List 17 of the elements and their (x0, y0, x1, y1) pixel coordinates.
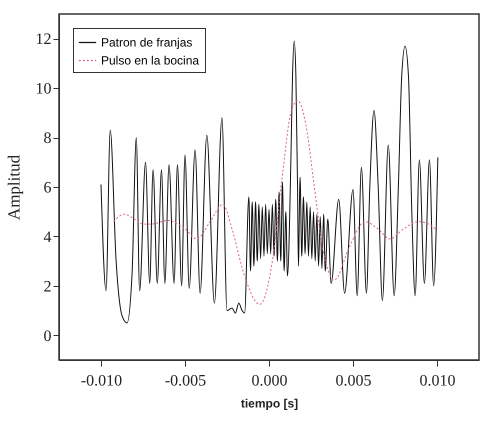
x-axis-title: tiempo [s] (240, 396, 298, 410)
legend-label: Patron de franjas (101, 36, 192, 50)
y-tick-label: 10 (36, 80, 52, 98)
x-tick-label: -0.010 (80, 372, 122, 390)
x-tick-label: 0.005 (336, 372, 372, 390)
x-tick-label: -0.005 (164, 372, 206, 390)
y-tick-label: 12 (36, 31, 52, 48)
y-tick-label: 4 (44, 228, 52, 246)
x-tick-label: 0.000 (252, 372, 288, 390)
line-series (113, 100, 438, 305)
y-tick-label: 0 (44, 328, 52, 345)
y-tick-label: 6 (44, 180, 52, 196)
x-tick-label: 0.010 (420, 372, 456, 390)
y-tick-label: 8 (44, 130, 52, 148)
y-axis-title: Amplitud (4, 154, 24, 220)
legend-label: Pulso en la bocina (101, 54, 200, 68)
y-tick-label: 2 (44, 278, 52, 296)
